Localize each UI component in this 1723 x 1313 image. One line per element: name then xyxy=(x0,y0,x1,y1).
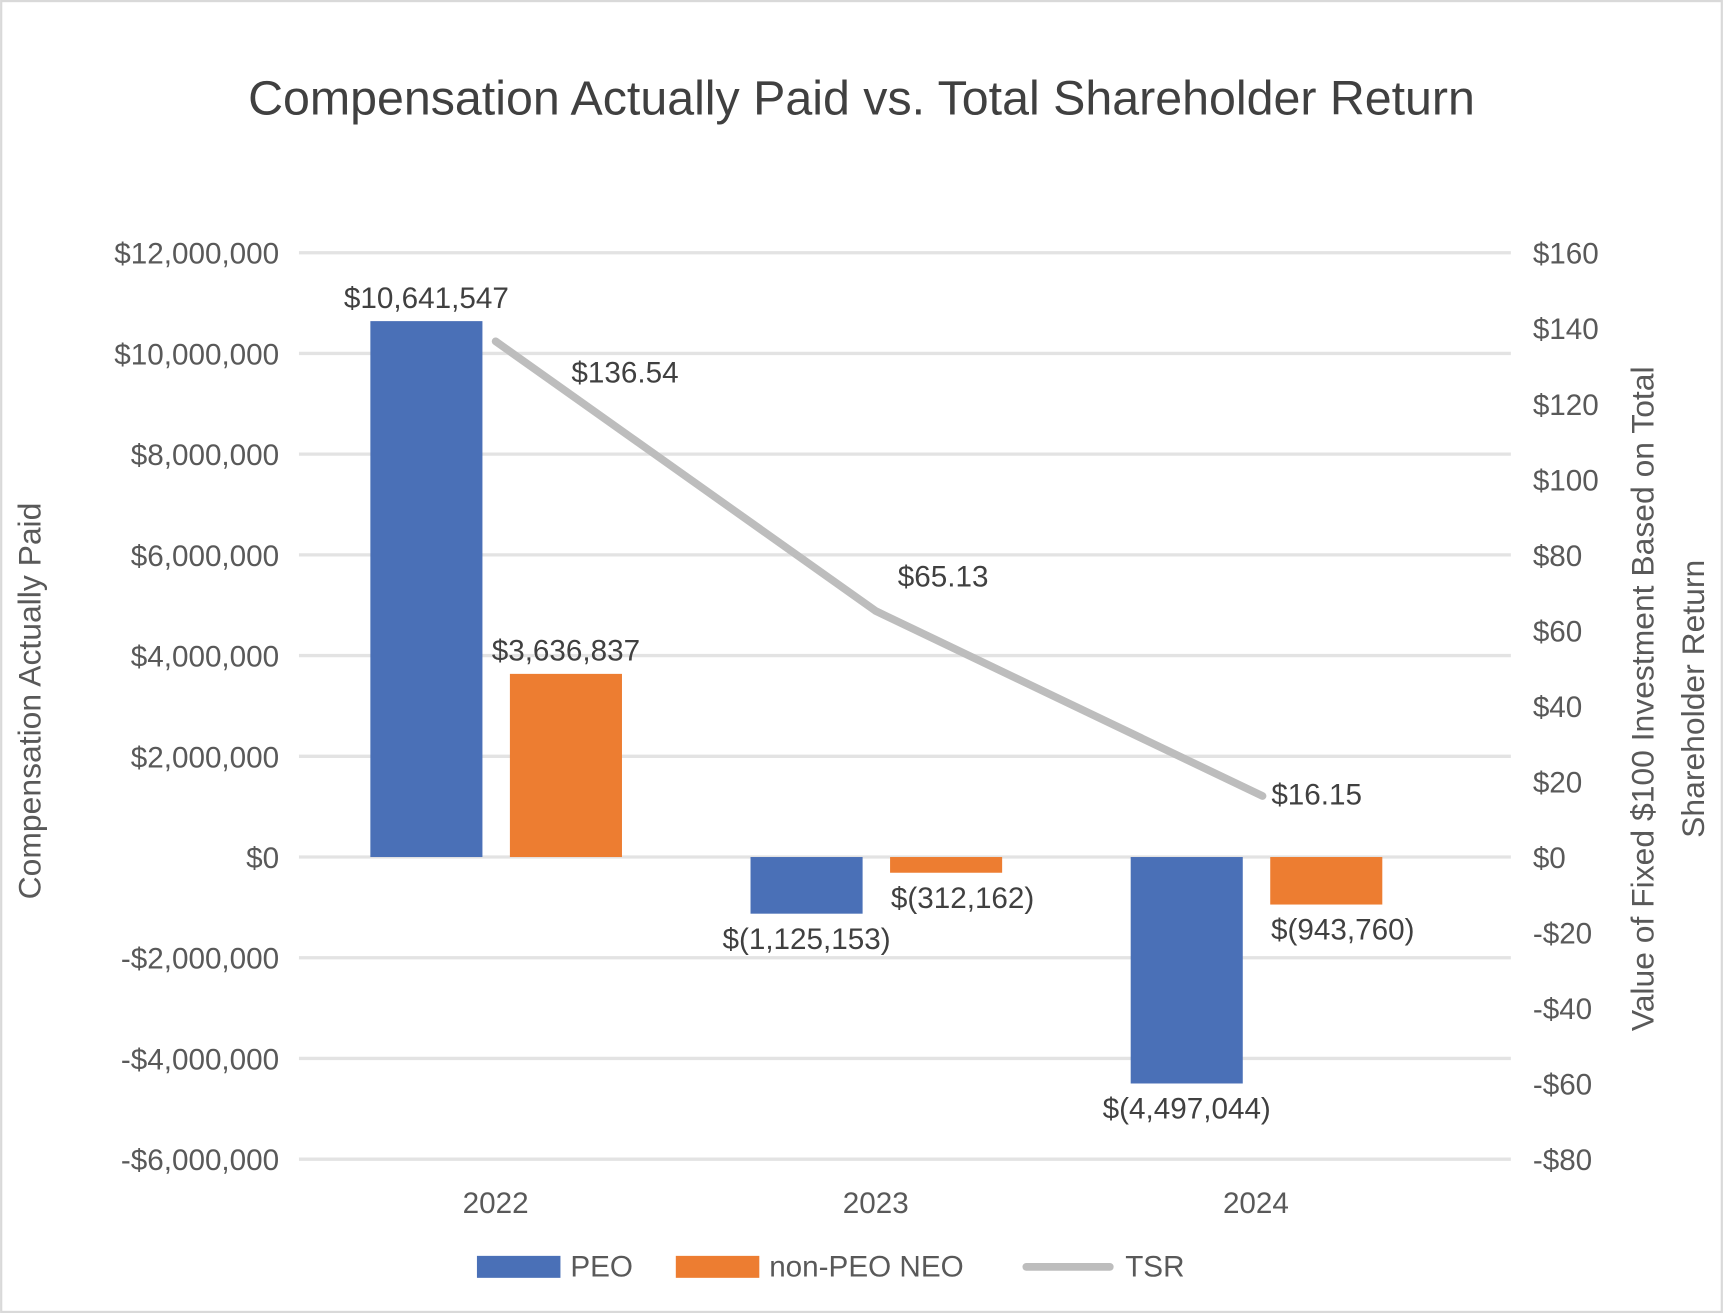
y-tick-label: $2,000,000 xyxy=(131,741,279,774)
tsr-data-label: $16.15 xyxy=(1271,778,1362,811)
y2-axis-title-line2: Shareholder Return xyxy=(1675,560,1711,838)
x-tick-label: 2024 xyxy=(1223,1187,1289,1220)
y-tick-label: -$2,000,000 xyxy=(121,943,279,976)
legend-label-tsr: TSR xyxy=(1125,1251,1184,1284)
peo-data-label: $10,641,547 xyxy=(344,282,509,315)
y-tick-label: -$6,000,000 xyxy=(121,1144,279,1177)
legend-swatch-non-peo-neo xyxy=(675,1255,760,1278)
y2-tick-label: $0 xyxy=(1533,842,1566,875)
non-peo-neo-bar xyxy=(1270,857,1383,905)
non-peo-neo-bar xyxy=(890,857,1003,873)
non-peo-neo-bar xyxy=(509,673,622,858)
y-tick-label: $4,000,000 xyxy=(131,641,279,674)
y-tick-label: $12,000,000 xyxy=(114,238,279,271)
y2-axis-title-line1: Value of Fixed $100 Investment Based on … xyxy=(1625,366,1661,1031)
peo-data-label: $(1,125,153) xyxy=(722,923,890,956)
y2-tick-label: -$20 xyxy=(1533,918,1592,951)
x-tick-label: 2023 xyxy=(843,1187,909,1220)
y-tick-label: $0 xyxy=(246,842,279,875)
y2-tick-label: $100 xyxy=(1533,464,1599,497)
peo-bar xyxy=(750,857,863,914)
y2-tick-label: -$60 xyxy=(1533,1069,1592,1102)
tsr-data-label: $65.13 xyxy=(898,561,989,594)
y2-tick-label: $120 xyxy=(1533,389,1599,422)
peo-bar xyxy=(1130,857,1243,1084)
legend-swatch-peo xyxy=(476,1255,561,1278)
y-tick-label: $6,000,000 xyxy=(131,540,279,573)
peo-bar xyxy=(370,321,483,858)
legend-label-peo: PEO xyxy=(570,1251,633,1284)
y2-tick-label: $80 xyxy=(1533,540,1582,573)
y2-tick-label: $40 xyxy=(1533,691,1582,724)
y2-tick-label: $160 xyxy=(1533,238,1599,271)
non-peo-neo-data-label: $(943,760) xyxy=(1271,914,1414,947)
y2-tick-label: $20 xyxy=(1533,766,1582,799)
y2-tick-label: -$80 xyxy=(1533,1144,1592,1177)
y2-tick-label: -$40 xyxy=(1533,993,1592,1026)
peo-data-label: $(4,497,044) xyxy=(1103,1093,1271,1126)
chart-title: Compensation Actually Paid vs. Total Sha… xyxy=(248,71,1475,125)
y-axis-title: Compensation Actually Paid xyxy=(12,503,48,900)
x-tick-label: 2022 xyxy=(463,1187,529,1220)
y-tick-label: -$4,000,000 xyxy=(121,1043,279,1076)
non-peo-neo-data-label: $3,636,837 xyxy=(492,635,640,668)
tsr-line xyxy=(491,337,1267,800)
non-peo-neo-data-label: $(312,162) xyxy=(891,882,1034,915)
y-tick-label: $8,000,000 xyxy=(131,439,279,472)
y-tick-label: $10,000,000 xyxy=(114,338,279,371)
y2-tick-label: $140 xyxy=(1533,313,1599,346)
tsr-data-label: $136.54 xyxy=(571,356,678,389)
y2-tick-label: $60 xyxy=(1533,615,1582,648)
legend-label-non-peo-neo: non-PEO NEO xyxy=(769,1251,964,1284)
